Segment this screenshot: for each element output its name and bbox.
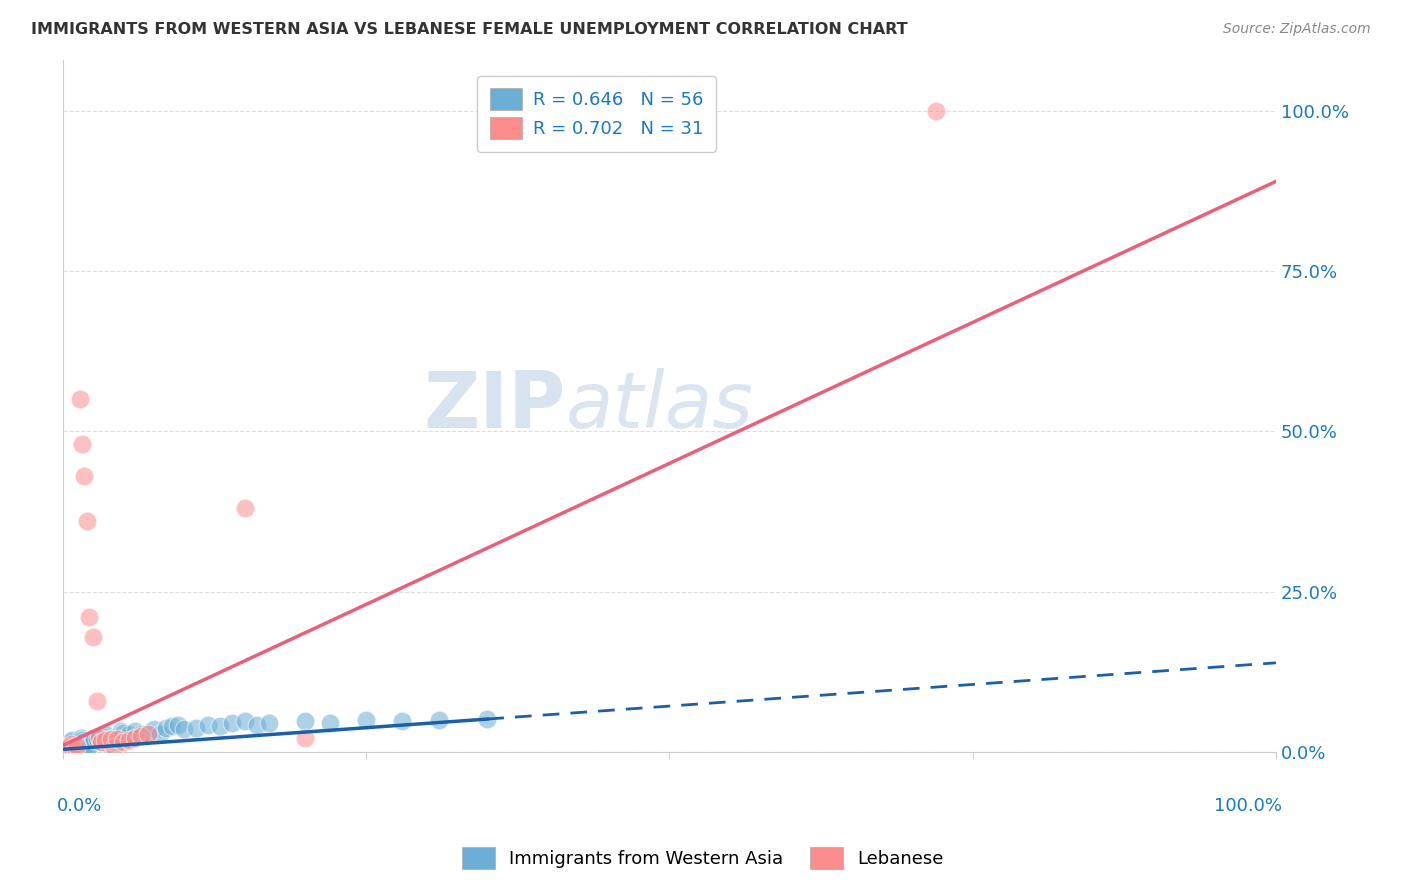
Point [77,740,100,755]
Point [63,739,86,754]
Point [105,735,128,749]
Point [122,732,145,747]
Point [131,727,153,741]
Point [59,739,82,754]
Text: 0.0%: 0.0% [56,797,103,815]
Point [87,729,110,743]
Point [110,724,132,739]
Point [58,741,80,756]
Point [100,733,122,747]
Point [60,741,83,756]
Point [136,727,159,741]
Point [167,718,190,732]
Point [66,739,89,753]
Point [925,103,948,118]
Point [76,514,98,528]
Point [82,731,104,745]
Point [233,501,256,516]
Point [142,723,165,737]
Point [60,737,83,751]
Point [56,737,79,751]
Point [72,735,94,749]
Point [149,727,172,741]
Point [82,630,104,644]
Point [62,740,84,755]
Point [112,735,135,749]
Point [90,735,112,749]
Point [70,733,93,747]
Point [294,731,316,745]
Point [100,732,122,747]
Text: Source: ZipAtlas.com: Source: ZipAtlas.com [1223,22,1371,37]
Point [173,723,195,737]
Point [318,716,340,731]
Point [124,724,146,739]
Point [391,714,413,728]
Point [118,733,141,747]
Point [55,742,77,756]
Point [58,739,80,753]
Point [76,737,98,751]
Point [103,739,125,754]
Point [52,741,75,756]
Point [131,729,153,743]
Point [60,733,83,747]
Point [136,725,159,739]
Point [60,735,83,749]
Point [221,716,243,731]
Point [114,731,136,745]
Point [155,721,177,735]
Point [124,731,146,745]
Point [87,731,110,745]
Point [55,739,77,753]
Point [94,727,117,741]
Text: 100.0%: 100.0% [1213,797,1282,815]
Point [83,733,105,747]
Point [59,739,82,753]
Point [354,713,377,727]
Point [63,739,86,753]
Point [90,735,112,749]
Point [160,719,183,733]
Point [94,733,117,747]
Text: IMMIGRANTS FROM WESTERN ASIA VS LEBANESE FEMALE UNEMPLOYMENT CORRELATION CHART: IMMIGRANTS FROM WESTERN ASIA VS LEBANESE… [31,22,907,37]
Point [294,714,316,728]
Point [86,693,108,707]
Point [69,392,91,407]
Point [79,610,101,624]
Point [209,719,232,733]
Point [197,718,219,732]
Point [73,469,96,483]
Point [66,737,89,751]
Point [477,712,499,726]
Point [103,731,125,745]
Point [79,739,101,753]
Point [67,742,90,756]
Point [73,739,96,753]
Point [53,741,76,756]
Text: atlas: atlas [567,368,754,443]
Point [86,732,108,747]
Text: ZIP: ZIP [425,368,567,443]
Point [118,727,141,741]
Point [246,718,269,732]
Point [112,725,135,739]
Legend: Immigrants from Western Asia, Lebanese: Immigrants from Western Asia, Lebanese [453,838,953,879]
Point [257,716,280,731]
Point [69,731,91,745]
Point [96,737,118,751]
Legend: R = 0.646   N = 56, R = 0.702   N = 31: R = 0.646 N = 56, R = 0.702 N = 31 [477,76,716,153]
Point [184,721,207,735]
Point [53,739,76,754]
Point [105,732,128,747]
Point [70,437,93,451]
Point [427,713,450,727]
Point [56,740,79,755]
Point [233,714,256,728]
Point [52,739,75,754]
